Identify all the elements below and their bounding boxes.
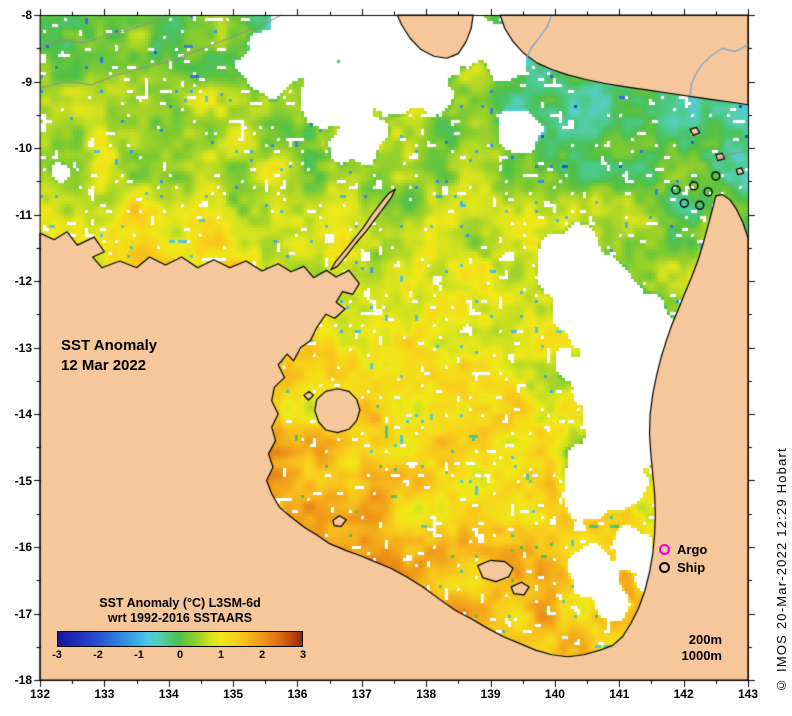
colorbar-legend-line2: wrt 1992-2016 SSTAARS	[107, 611, 253, 625]
colorbar-tick-label: 1	[217, 649, 225, 661]
argo-marker-icon	[659, 543, 670, 555]
y-tick-label: -13	[14, 340, 32, 355]
ship-label: Ship	[677, 559, 706, 575]
x-tick-label: 143	[737, 687, 759, 701]
x-tick-label: 133	[94, 687, 115, 701]
colorbar-tick-label: 0	[176, 649, 184, 661]
colorbar-tick-labels: -3 -2 -1 0 1 2 3	[52, 649, 307, 663]
y-tick-label: -8	[21, 8, 32, 22]
depth-label-200m: 200m	[688, 632, 722, 647]
colorbar-tick-label: -2	[93, 649, 103, 661]
map-title-line1: SST Anomaly	[61, 337, 158, 354]
y-tick-label: -11	[15, 207, 32, 222]
x-tick-label: 140	[544, 687, 565, 701]
x-tick-label: 142	[673, 687, 694, 701]
x-axis-tick-labels: 132 133 134 135 136 137 138 139 140 141 142 143	[0, 687, 792, 703]
x-tick-label: 136	[287, 687, 308, 701]
map-title-line2: 12 Mar 2022	[61, 357, 147, 374]
y-tick-label: -18	[14, 673, 32, 687]
colorbar-tick-label: -3	[52, 649, 62, 661]
ship-marker-icon	[659, 561, 670, 573]
x-tick-label: 138	[416, 687, 437, 701]
map-title: SST Anomaly 12 Mar 2022	[61, 336, 157, 376]
x-tick-label: 134	[158, 687, 179, 701]
y-axis-tick-labels: -8 -9 -10 -11 -12 -13 -14 -15 -16 -17 -18	[0, 0, 36, 716]
y-tick-label: -9	[21, 74, 32, 89]
colorbar-tick-label: -1	[134, 649, 144, 661]
x-tick-label: 141	[609, 687, 630, 701]
colorbar-legend-line1: SST Anomaly (°C) L3SM-6d	[99, 596, 261, 610]
y-tick-label: -10	[14, 141, 32, 155]
colorbar-legend: SST Anomaly (°C) L3SM-6d wrt 1992-2016 S…	[52, 596, 307, 663]
marker-row-argo: Argo	[659, 540, 707, 558]
credit-text: © IMOS 20-Mar-2022 12:29 Hobart	[774, 447, 789, 693]
x-tick-label: 132	[29, 687, 51, 701]
colorbar-tick-label: 3	[299, 649, 307, 661]
y-tick-label: -14	[14, 407, 32, 421]
marker-legend: Argo Ship	[659, 540, 707, 576]
depth-contour-labels: 200m 1000m	[650, 632, 722, 664]
y-tick-label: -17	[14, 606, 32, 621]
colorbar-gradient	[57, 631, 303, 647]
x-tick-label: 137	[351, 687, 372, 701]
y-tick-label: -12	[14, 274, 32, 288]
x-tick-label: 139	[480, 687, 501, 701]
marker-row-ship: Ship	[659, 558, 707, 576]
y-tick-label: -16	[14, 540, 32, 554]
x-tick-label: 135	[223, 687, 244, 701]
argo-label: Argo	[677, 541, 708, 557]
depth-label-1000m: 1000m	[681, 648, 722, 663]
colorbar-tick-label: 2	[258, 649, 266, 661]
y-tick-label: -15	[14, 473, 32, 488]
